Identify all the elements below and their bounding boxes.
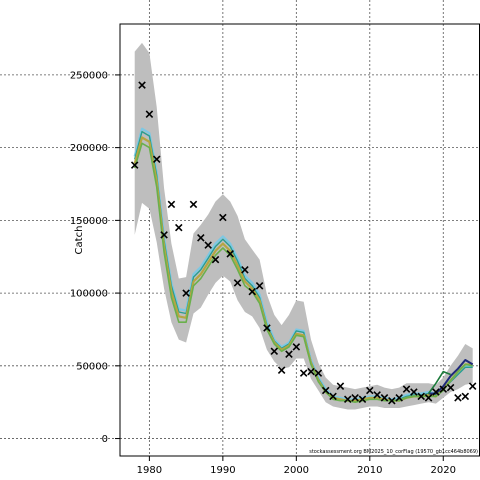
observed-point	[160, 231, 168, 239]
observed-point	[197, 234, 205, 242]
observed-catch-layer	[130, 81, 477, 405]
observed-point	[307, 367, 315, 376]
y-tick-label: 200000	[70, 143, 108, 154]
x-axis: 1980 1990 2000 2010 2020	[137, 456, 456, 476]
observed-point	[299, 369, 308, 377]
observed-point	[175, 223, 183, 232]
observed-point	[204, 241, 212, 249]
observed-point	[329, 392, 337, 401]
fitted-series-5	[428, 359, 474, 395]
observed-point	[380, 394, 389, 402]
y-axis: 0 50000 100000 150000 200000 250000	[70, 70, 120, 445]
observed-point	[285, 350, 293, 358]
observed-point	[351, 394, 359, 402]
x-tick-label: 2020	[431, 465, 456, 476]
y-axis-title: Catch	[74, 226, 85, 255]
observed-point	[130, 161, 139, 169]
observed-point	[233, 279, 242, 287]
observed-point	[439, 385, 448, 393]
x-tick-label: 2000	[284, 465, 309, 476]
observed-point	[402, 385, 411, 393]
observed-point	[255, 282, 264, 290]
y-tick-label: 0	[102, 434, 108, 445]
observed-point	[263, 324, 271, 332]
observed-point	[270, 347, 279, 356]
y-tick-label: 150000	[70, 216, 108, 227]
observed-point	[226, 250, 234, 258]
observed-point	[321, 386, 330, 395]
observed-point	[219, 213, 227, 222]
observed-point	[446, 383, 455, 392]
observed-point	[366, 386, 374, 395]
observed-point	[461, 392, 470, 401]
observed-point	[417, 392, 425, 401]
y-tick-label: 50000	[76, 361, 108, 372]
observed-point	[388, 396, 396, 405]
fitted-series-4	[133, 142, 473, 403]
observed-point	[211, 255, 220, 264]
observed-point	[248, 287, 257, 296]
observed-point	[373, 391, 381, 399]
observed-point	[152, 155, 161, 164]
y-tick-label: 100000	[70, 289, 108, 300]
observed-point	[145, 110, 154, 118]
observed-point	[336, 382, 345, 390]
observed-point	[277, 366, 286, 374]
x-tick-label: 1990	[210, 465, 235, 476]
x-tick-label: 2010	[357, 465, 382, 476]
observed-point	[358, 395, 367, 404]
observed-point	[241, 266, 249, 274]
observed-point	[182, 289, 190, 297]
observed-point	[314, 369, 323, 377]
observed-point	[424, 394, 433, 402]
observed-point	[292, 343, 301, 351]
observed-point	[138, 81, 146, 89]
observed-point	[343, 395, 352, 404]
observed-point	[395, 394, 403, 402]
observed-point	[432, 388, 440, 396]
footnote: stockassessment.org BM2025_10_corFlag (1…	[309, 449, 478, 455]
observed-point	[454, 394, 462, 402]
x-tick-label: 1980	[137, 465, 162, 476]
observed-point	[468, 382, 477, 390]
fitted-series-6	[427, 370, 451, 394]
observed-point	[167, 200, 176, 209]
observed-point	[189, 200, 198, 209]
y-tick-label: 250000	[70, 70, 108, 81]
observed-point	[410, 388, 418, 396]
